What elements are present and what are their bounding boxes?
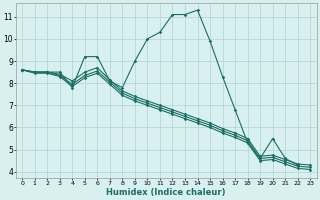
X-axis label: Humidex (Indice chaleur): Humidex (Indice chaleur) (107, 188, 226, 197)
